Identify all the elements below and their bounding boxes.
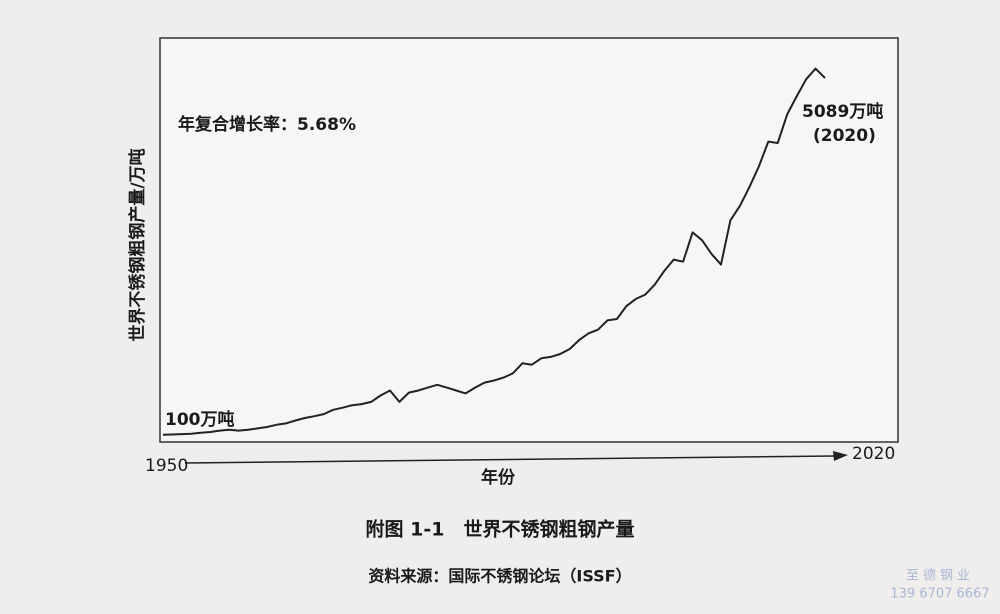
- x-tick-label: 1950: [145, 456, 188, 476]
- x-axis-label: 年份: [481, 467, 516, 488]
- annotation: (2020): [813, 126, 876, 146]
- annotation: 5089万吨: [802, 101, 883, 122]
- y-axis-label: 世界不锈钢粗钢产量/万吨: [127, 148, 148, 341]
- line: [162, 67, 826, 436]
- caption: 附图 1-1 世界不锈钢粗钢产量: [366, 518, 635, 541]
- watermark: 至德钢业: [906, 569, 974, 584]
- watermark: 139 6707 6667: [890, 587, 989, 602]
- x-tick-label: 2020: [852, 444, 895, 464]
- arrow-head: [833, 451, 848, 461]
- annotation: 年复合增长率：5.68%: [178, 114, 356, 135]
- source: 资料来源：国际不锈钢论坛（ISSF）: [368, 567, 631, 586]
- plot-frame: [159, 37, 899, 443]
- annotation: 100万吨: [165, 409, 235, 430]
- x-axis-arrow: [184, 455, 836, 464]
